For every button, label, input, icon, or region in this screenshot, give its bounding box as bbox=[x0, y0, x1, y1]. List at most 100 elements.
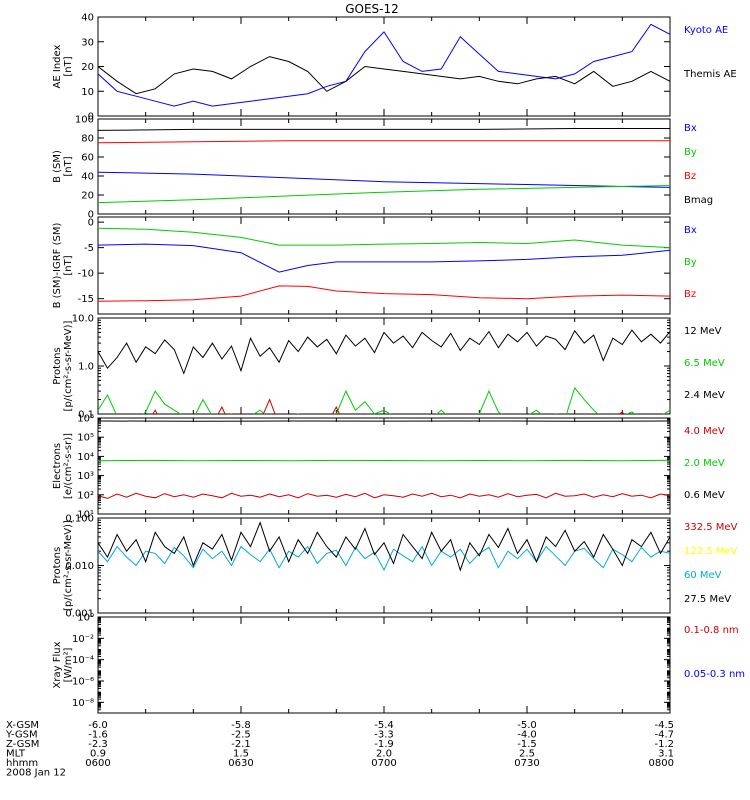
x-axis-value: -2.1 bbox=[231, 739, 251, 750]
x-axis-table: X-GSM -6.0 -5.8 -5.4 -5.0 -4.5 Y-GSM -1.6 -2.5 -3… bbox=[5, 720, 674, 779]
x-axis-value: -1.2 bbox=[654, 739, 674, 750]
panel-frame bbox=[97, 517, 671, 614]
y-axis-label-line: [nT] bbox=[63, 56, 74, 76]
x-axis-value: -4.0 bbox=[517, 730, 537, 741]
y-axis-label-line: B (SM)-IGRF (SM) bbox=[52, 223, 63, 309]
y-tick-label: 20 bbox=[81, 191, 94, 202]
series-group bbox=[98, 128, 670, 204]
y-tick-label: 10³ bbox=[77, 471, 94, 482]
x-axis-value: -2.3 bbox=[88, 739, 108, 750]
y-axis-label: B (SM)-IGRF (SM) [nT] bbox=[52, 223, 74, 309]
legend-entry: 6.5 MeV bbox=[684, 358, 725, 369]
legend-entry: 0.05-0.3 nm bbox=[684, 669, 745, 680]
panel-2: 0 20 40 60 80 100 B (SM) [nT] Bx By Bz Bmag bbox=[52, 115, 713, 221]
y-axis-label-line: Electrons bbox=[52, 443, 63, 489]
x-axis-value: 3.1 bbox=[658, 749, 674, 760]
x-axis-row-label: Y-GSM bbox=[5, 730, 38, 741]
y-axis-label: B (SM) [nT] bbox=[52, 150, 74, 183]
y-tick-label: 100 bbox=[75, 115, 94, 126]
y-tick-label: 30 bbox=[81, 37, 94, 48]
y-axis-label: Protons [p/(cm²-s-sr-MeV)] bbox=[52, 320, 74, 411]
y-tick-label: 0.100 bbox=[65, 514, 94, 525]
y-axis-label-line: [p/(cm²-s-sr-MeV)] bbox=[63, 520, 74, 611]
x-axis-value: -5.0 bbox=[517, 720, 537, 731]
y-tick-label: 10 bbox=[81, 87, 94, 98]
series-line-themis-ae bbox=[98, 56, 670, 95]
x-axis-value: -3.3 bbox=[374, 730, 394, 741]
x-axis-row: Y-GSM -1.6 -2.5 -3.3 -4.0 -4.7 bbox=[5, 730, 674, 741]
x-axis-value: 2.0 bbox=[376, 749, 392, 760]
x-axis-date: 2008 Jan 12 bbox=[6, 768, 66, 779]
y-tick-label: -15 bbox=[78, 294, 94, 305]
legend-entry: Themis AE bbox=[683, 69, 737, 80]
series-line-2-0-mev bbox=[98, 459, 670, 462]
y-tick-label: 10⁴ bbox=[77, 452, 94, 463]
y-tick-label: 10⁻⁶ bbox=[72, 677, 94, 688]
y-tick-label: 40 bbox=[81, 13, 94, 24]
y-axis-label-line: [nT] bbox=[63, 255, 74, 275]
y-axis-label-line: [p/(cm²-s-sr-MeV)] bbox=[63, 320, 74, 411]
series-line-kyoto-ae bbox=[98, 23, 670, 107]
y-tick-label: 0.010 bbox=[65, 561, 94, 572]
series-line-4-0-mev bbox=[98, 492, 670, 499]
y-tick-label: 20 bbox=[81, 62, 94, 73]
legend-entry: Bx bbox=[684, 225, 697, 236]
x-axis-value: -2.5 bbox=[231, 730, 251, 741]
x-axis-value: 0600 bbox=[85, 758, 110, 769]
y-axis-label: Protons [p/(cm²-s-sr-MeV)] bbox=[52, 520, 74, 611]
legend-entry: Bz bbox=[684, 289, 696, 300]
legend-entry: 0.1-0.8 nm bbox=[684, 625, 739, 636]
legend-entry: 0.6 MeV bbox=[684, 490, 725, 501]
x-axis-row-label: X-GSM bbox=[6, 720, 39, 731]
y-tick-label: 10⁰ bbox=[77, 613, 94, 624]
x-axis-value: 0.9 bbox=[90, 749, 106, 760]
legend-entry: 27.5 MeV bbox=[684, 594, 731, 605]
y-axis-label-line: AE Index bbox=[52, 44, 63, 88]
x-axis-value: -4.5 bbox=[654, 720, 674, 731]
legend-entry: 2.0 MeV bbox=[684, 458, 725, 469]
x-axis-row: MLT 0.9 1.5 2.0 2.5 3.1 bbox=[6, 749, 674, 760]
series-line-bz bbox=[98, 140, 670, 144]
series-line-60-mev bbox=[98, 545, 670, 572]
series-line-bmag bbox=[98, 128, 670, 131]
y-tick-label: 10⁻² bbox=[72, 634, 94, 645]
y-tick-label: 40 bbox=[81, 172, 94, 183]
series-line-bz bbox=[98, 285, 670, 302]
panel-1: 0 10 20 30 40 AE Index [nT] Kyoto AE Themis AE bbox=[52, 13, 737, 123]
y-tick-label: 0 bbox=[88, 218, 94, 229]
y-axis-label: Xray Flux [W/m²] bbox=[52, 641, 74, 688]
panel-frame bbox=[97, 616, 671, 714]
legend-entry: By bbox=[684, 147, 697, 158]
x-axis-value: 0700 bbox=[371, 758, 396, 769]
x-axis-value: -4.7 bbox=[654, 730, 674, 741]
legend-entry: 12 MeV bbox=[684, 326, 722, 337]
series-line-bx bbox=[98, 243, 670, 273]
legend-entry: Kyoto AE bbox=[684, 25, 728, 36]
x-axis-row: Z-GSM -2.3 -2.1 -1.9 -1.5 -1.2 bbox=[6, 739, 674, 750]
legend-entry: By bbox=[684, 257, 697, 268]
x-axis-value: 1.5 bbox=[233, 749, 249, 760]
legend-entry: Bx bbox=[684, 123, 697, 134]
x-axis-value: 2.5 bbox=[519, 749, 535, 760]
x-axis-row: X-GSM -6.0 -5.8 -5.4 -5.0 -4.5 bbox=[6, 720, 674, 731]
y-axis-label-line: B (SM) bbox=[52, 150, 63, 183]
y-tick-label: 10⁶ bbox=[77, 414, 94, 425]
y-tick-label: 10² bbox=[77, 490, 94, 501]
y-tick-label: 10.0 bbox=[72, 314, 94, 325]
y-tick-label: 0.1 bbox=[78, 410, 94, 421]
y-axis-label: Electrons [e/(cm²-s-sr)] bbox=[52, 433, 74, 499]
series-line-12-mev bbox=[98, 329, 670, 375]
series-group bbox=[98, 521, 670, 572]
x-axis-value: 0800 bbox=[649, 758, 674, 769]
x-axis-value: -1.9 bbox=[374, 739, 394, 750]
x-axis-value: -1.6 bbox=[88, 730, 108, 741]
y-tick-label: 10⁵ bbox=[77, 433, 94, 444]
legend-entry: Bz bbox=[684, 171, 696, 182]
series-line-bx bbox=[98, 171, 670, 188]
y-tick-label: 1.0 bbox=[78, 362, 94, 373]
series-group bbox=[98, 420, 670, 499]
